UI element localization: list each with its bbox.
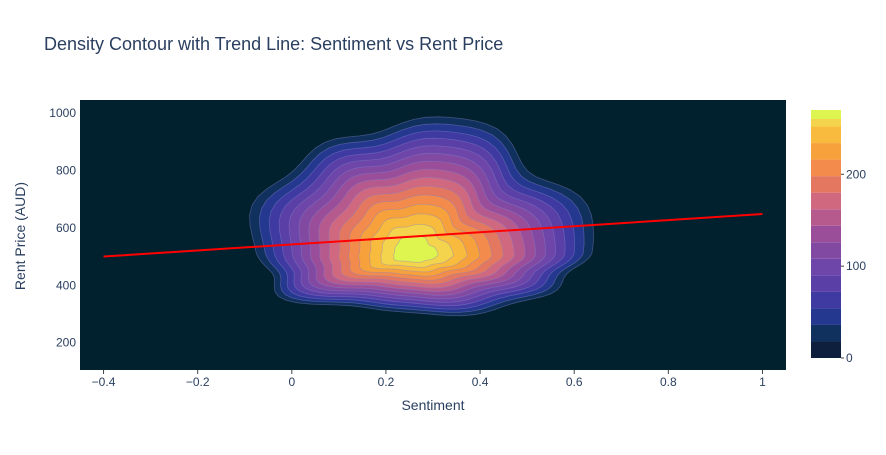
y-axis-label: Rent Price (AUD)	[12, 182, 28, 290]
colorbar-segment	[811, 324, 841, 342]
colorbar-segment	[811, 126, 841, 144]
x-tick-label: 0.8	[660, 375, 677, 389]
colorbar-segment	[811, 192, 841, 210]
x-tick-label: 1	[759, 375, 766, 389]
colorbar-segment	[811, 143, 841, 160]
contour-band-15	[393, 235, 439, 263]
colorbar-tick-label: 200	[846, 167, 866, 181]
y-tick-label: 200	[56, 336, 76, 350]
x-tick-label: 0.6	[566, 375, 583, 389]
colorbar-segment	[811, 341, 841, 358]
x-axis-label: Sentiment	[401, 397, 464, 413]
colorbar-segment	[811, 275, 841, 292]
y-axis: 200 400 600 800 1000	[49, 106, 76, 350]
colorbar-segment	[811, 258, 841, 276]
density-contours	[249, 116, 594, 317]
x-tick-label: 0.4	[472, 375, 489, 389]
x-tick-label: −0.4	[92, 375, 116, 389]
colorbar-tick-label: 0	[846, 351, 853, 365]
x-tick-label: −0.2	[186, 375, 210, 389]
y-tick-label: 800	[56, 163, 76, 177]
colorbar-segment	[811, 242, 841, 259]
x-axis: −0.4 −0.2 0 0.2 0.4 0.6 0.8 1	[92, 370, 766, 389]
colorbar: 0 100 200	[811, 110, 866, 365]
colorbar-segment	[811, 110, 841, 119]
colorbar-segment	[811, 308, 841, 325]
chart-title: Density Contour with Trend Line: Sentime…	[44, 34, 503, 54]
x-tick-label: 0	[288, 375, 295, 389]
x-tick-label: 0.2	[378, 375, 395, 389]
colorbar-tick-label: 100	[846, 259, 866, 273]
y-tick-label: 400	[56, 278, 76, 292]
trend-line	[103, 213, 763, 258]
colorbar-segment	[811, 291, 841, 309]
colorbar-segment	[811, 225, 841, 243]
colorbar-segment	[811, 176, 841, 193]
colorbar-segment	[811, 159, 841, 177]
plot-area	[80, 100, 786, 370]
colorbar-segment	[811, 209, 841, 226]
y-tick-label: 1000	[49, 106, 76, 120]
y-tick-label: 600	[56, 221, 76, 235]
